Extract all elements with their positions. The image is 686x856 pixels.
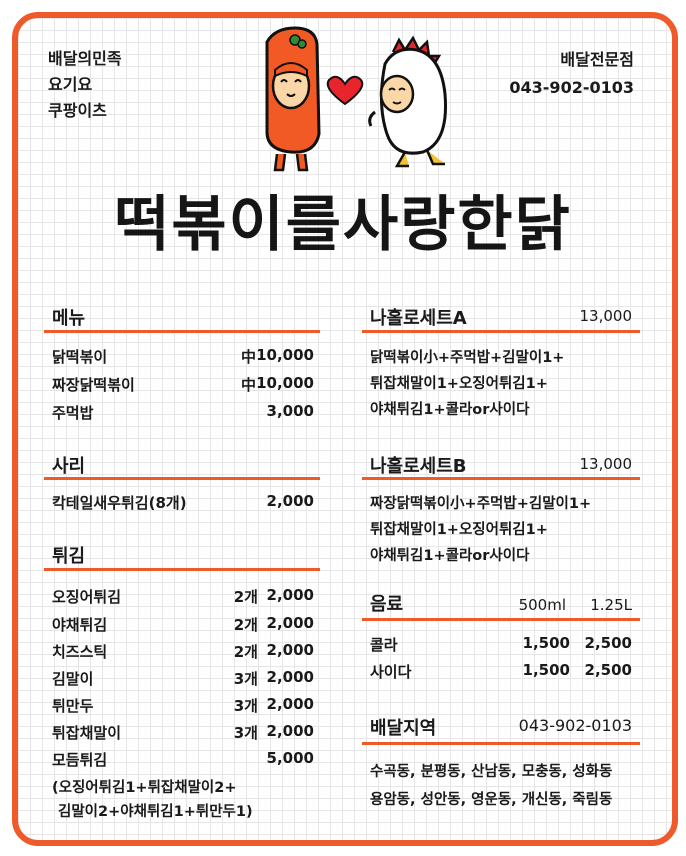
item-price: 5,000: [266, 749, 314, 767]
app-coupang-eats: 쿠팡이츠: [48, 101, 107, 120]
set-a-line: 닭떡볶이小+주먹밥+김말이1+: [370, 350, 565, 366]
section-title-delivery: 배달지역: [370, 718, 437, 739]
item-price: 3,000: [266, 402, 314, 420]
item-price: 2,000: [266, 695, 314, 713]
item-price: 2,000: [266, 722, 314, 740]
delivery-areas-line: 수곡동, 분평동, 산남동, 모충동, 성화동: [370, 764, 613, 780]
set-b-line: 야채튀김1+콜라or사이다: [370, 548, 530, 564]
app-yogiyo: 요기요: [48, 75, 93, 94]
delivery-only-label: 배달전문점: [560, 50, 634, 69]
item-name: 치즈스틱: [52, 643, 108, 661]
item-name: 짜장닭떡볶이: [52, 376, 135, 394]
drink-name: 사이다: [370, 663, 412, 681]
combo-note-line: 김말이2+야채튀김1+튀만두1): [58, 804, 253, 820]
brand-title: 떡볶이를사랑한닭: [114, 190, 572, 260]
item-qty: 3개: [233, 724, 258, 742]
set-b-price: 13,000: [579, 455, 633, 473]
item-qty: 2개: [233, 616, 258, 634]
drink-price-large: 2,500: [584, 634, 632, 652]
heart-icon: [326, 75, 364, 106]
set-a-divider: [362, 330, 640, 333]
item-price: 2,000: [266, 586, 314, 604]
drink-price-large: 2,500: [584, 661, 632, 679]
item-name: 오징어튀김: [52, 588, 122, 606]
item-size: 中: [240, 376, 256, 394]
item-name: 김말이: [52, 670, 94, 688]
menu-row: 오징어튀김 2개 2,000: [52, 586, 314, 606]
item-name: 야채튀김: [52, 616, 108, 634]
section-title-set-a: 나홀로세트A: [370, 308, 467, 329]
section-title-sari: 사리: [52, 456, 86, 477]
item-qty: 3개: [233, 697, 258, 715]
drinks-divider: [362, 618, 640, 621]
drink-size-large: 1.25L: [590, 596, 632, 614]
item-name: 닭떡볶이: [52, 348, 108, 366]
item-name: 주먹밥: [52, 404, 94, 422]
item-name: 모듬튀김: [52, 751, 108, 769]
menu-row: 주먹밥 3,000: [52, 402, 314, 422]
item-price: 10,000: [256, 374, 314, 392]
set-a-price: 13,000: [579, 307, 633, 325]
item-price: 2,000: [266, 668, 314, 686]
menu-row: 닭떡볶이 中 10,000: [52, 346, 314, 366]
set-a-line: 야채튀김1+콜라or사이다: [370, 402, 530, 418]
section-title-set-b: 나홀로세트B: [370, 456, 467, 477]
mascot-illustration: [265, 26, 448, 172]
delivery-phone: 043-902-0103: [518, 716, 632, 735]
menu-row: 튀만두 3개 2,000: [52, 695, 314, 715]
item-qty: 2개: [233, 588, 258, 606]
drink-name: 콜라: [370, 636, 398, 654]
combo-note-line: (오징어튀김1+튀잡채말이2+: [52, 780, 237, 796]
menu-row: 야채튀김 2개 2,000: [52, 614, 314, 634]
item-price: 2,000: [266, 492, 314, 510]
item-price: 2,000: [266, 641, 314, 659]
drink-size-small: 500ml: [518, 596, 566, 614]
item-size: 中: [240, 348, 256, 366]
menu-row: 칵테일새우튀김(8개) 2,000: [52, 492, 314, 512]
drink-price-small: 1,500: [522, 661, 570, 679]
set-a-line: 튀잡채말이1+오징어튀김1+: [370, 376, 548, 392]
delivery-areas-line: 용암동, 성안동, 영운동, 개신동, 죽림동: [370, 792, 613, 808]
drink-row: 사이다 1,500 2,500: [370, 661, 632, 681]
menu-divider: [44, 330, 320, 333]
item-name: 튀잡채말이: [52, 724, 122, 742]
drink-price-small: 1,500: [522, 634, 570, 652]
set-b-divider: [362, 477, 640, 480]
section-title-drinks: 음료: [370, 594, 404, 615]
app-baemin: 배달의민족: [48, 49, 122, 68]
tteokbokki-mascot: [265, 26, 321, 172]
item-qty: 2개: [233, 643, 258, 661]
menu-frame: [12, 12, 678, 846]
item-price: 10,000: [256, 346, 314, 364]
item-price: 2,000: [266, 614, 314, 632]
item-qty: 3개: [233, 670, 258, 688]
menu-row: 치즈스틱 2개 2,000: [52, 641, 314, 661]
section-title-twigim: 튀김: [52, 546, 86, 567]
chicken-mascot: [368, 35, 448, 168]
delivery-divider: [362, 742, 640, 745]
delivery-apps: 배달의민족 요기요 쿠팡이츠: [48, 46, 122, 124]
drink-row: 콜라 1,500 2,500: [370, 634, 632, 654]
contact-phone: 043-902-0103: [509, 78, 634, 97]
set-b-line: 짜장닭떡볶이小+주먹밥+김말이1+: [370, 496, 592, 512]
menu-row: 짜장닭떡볶이 中 10,000: [52, 374, 314, 394]
item-name: 튀만두: [52, 697, 94, 715]
menu-row: 모듬튀김 5,000: [52, 749, 314, 769]
twigim-divider: [44, 568, 320, 571]
section-title-menu: 메뉴: [52, 308, 86, 329]
set-b-line: 튀잡채말이1+오징어튀김1+: [370, 522, 548, 538]
sari-divider: [44, 477, 320, 480]
menu-row: 튀잡채말이 3개 2,000: [52, 722, 314, 742]
contact-block: 배달전문점 043-902-0103: [509, 46, 634, 102]
menu-row: 김말이 3개 2,000: [52, 668, 314, 688]
item-name: 칵테일새우튀김(8개): [52, 494, 187, 512]
